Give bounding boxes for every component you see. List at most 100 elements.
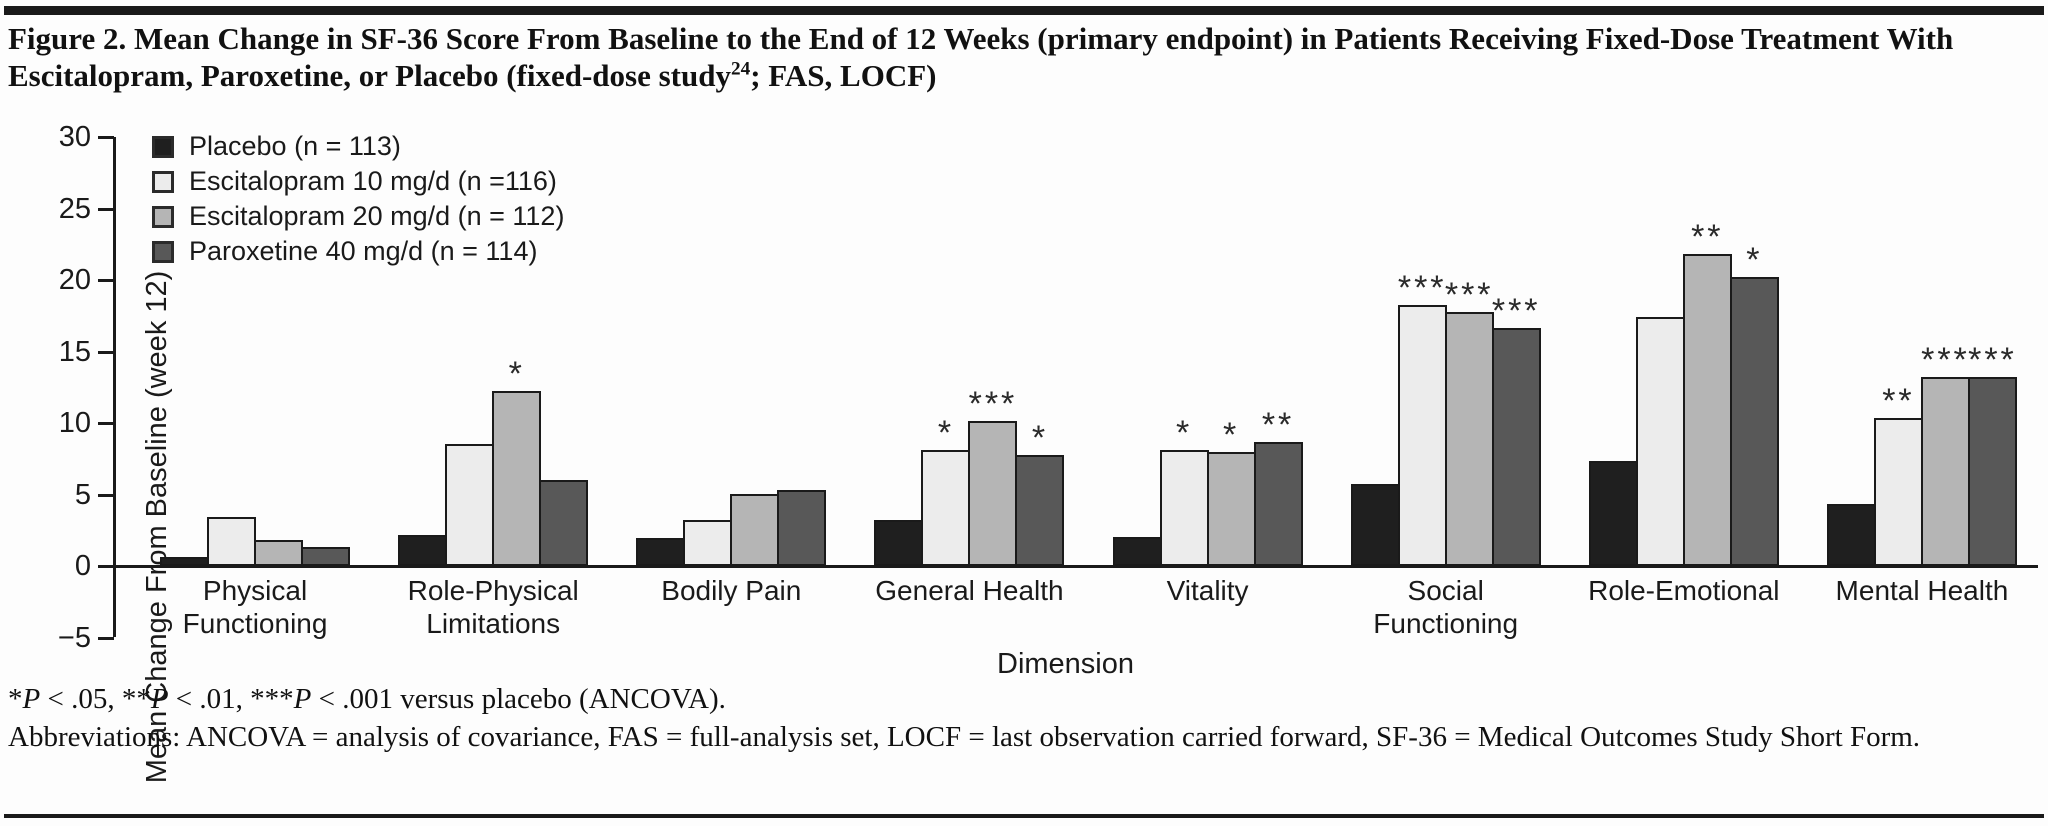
significance-marker: *** [1491,292,1541,331]
y-tick-mark [98,493,114,497]
significance-marker: *** [1444,276,1494,315]
bar: ** [1873,384,1923,566]
bar-cluster [160,516,351,566]
y-tick-mark [98,207,114,211]
chart-legend: Placebo (n = 113) Escitalopram 10 mg/d (n… [152,129,564,269]
bar [777,489,827,566]
figure-title-superscript: 24 [730,58,751,80]
category-label: Role-Physical Limitations [407,575,579,639]
legend-swatch [152,240,174,263]
y-tick-mark [98,422,114,425]
y-tick-mark [98,279,114,282]
bar-group: ** *** *** Mental Health [1803,137,2041,637]
bar [1350,483,1400,566]
bar: *** [968,387,1018,566]
category-label: Role-Emotional [1588,575,1780,606]
bar-cluster: *** *** *** [1350,271,1541,566]
bar: * [1206,418,1256,566]
figure-title-suffix: ; FAS, LOCF) [750,58,937,93]
category-label: Vitality [1166,575,1249,606]
bottom-divider-rule [4,814,2044,818]
footnote-abbreviations: Abbreviations: ANCOVA = analysis of cova… [8,721,1921,753]
bar [398,535,448,566]
category-label: Mental Health [1835,575,2009,606]
significance-marker: ** [1261,406,1295,445]
bar-group: Physical Functioning [136,137,374,639]
category-label: General Health [875,575,1064,606]
legend-label: Escitalopram 20 mg/d (n = 112) [189,201,565,231]
legend-swatch [152,135,174,158]
x-axis-title: Dimension [997,648,1134,680]
legend-label: Paroxetine 40 mg/d (n = 114) [189,236,538,266]
bar: * [1729,243,1779,566]
bar [539,479,589,566]
bar [874,519,924,566]
bar-cluster: * [398,357,589,566]
bar: *** [1397,271,1447,566]
bar: * [1015,421,1065,566]
bar-group: * * ** Vitality [1089,137,1327,637]
significance-marker: *** [1921,340,1970,379]
significance-marker: * [508,354,525,393]
bar: *** [1920,343,1970,566]
significance-marker: *** [1397,269,1447,308]
bar: ** [1253,408,1303,566]
significance-marker: * [1031,419,1049,458]
significance-marker: *** [1968,340,2017,379]
bar-chart-plot-area: Mean Change From Baseline (week 12) 30 25… [58,121,2043,783]
y-tick-mark [98,350,114,354]
top-divider-rule [4,6,2044,15]
significance-marker: * [1175,413,1193,452]
y-tick-mark [98,636,114,640]
legend-label: Placebo (n = 113) [189,131,401,161]
bar-group: ** * Role-Emotional [1565,137,1803,637]
bar [636,538,686,566]
y-tick-label: 15 [58,335,91,368]
x-axis-baseline [113,565,2038,568]
bar-cluster: * * ** [1112,408,1303,566]
y-tick-mark [98,136,114,139]
bar: ** [1682,220,1732,566]
y-tick-label: 5 [74,478,91,511]
bar [254,539,304,566]
figure-title-text: Figure 2. Mean Change in SF-36 Score Fro… [8,21,1954,93]
y-tick-label: 25 [58,192,91,225]
legend-item: Paroxetine 40 mg/d (n = 114) [152,234,564,269]
bar: *** [1967,343,2017,566]
significance-marker: ** [1882,382,1915,421]
figure-title: Figure 2. Mean Change in SF-36 Score Fro… [8,20,2042,94]
category-label: Social Functioning [1373,575,1519,639]
bar [1588,461,1638,566]
legend-swatch [152,170,174,193]
bar: * [1159,416,1209,566]
bar: * [921,416,971,566]
category-label: Physical Functioning [182,575,328,639]
bar-group: *** *** *** Social Functioning [1327,137,1565,639]
y-tick-label: 0 [74,550,91,582]
bar-group: * Role-Physical Limitations [374,137,612,639]
legend-item: Escitalopram 20 mg/d (n = 112) [152,199,564,234]
y-tick-mark [98,565,114,568]
bar [160,556,210,566]
bar-group: * *** * General Health [850,137,1088,637]
y-tick-label: 30 [58,121,91,153]
bar [683,519,733,566]
legend-item: Escitalopram 10 mg/d (n =116) [152,164,564,199]
bar [1826,503,1876,566]
legend-swatch [152,205,174,228]
bar [1112,536,1162,566]
bar [207,516,257,566]
legend-label: Escitalopram 10 mg/d (n =116) [189,166,557,196]
bar-groups: Physical Functioning * Role-Physical Limit… [136,137,2041,639]
bar-group: Bodily Pain [612,137,850,637]
footnote-significance: *P < .05, **P < .01, ***P < .001 versus … [8,683,726,715]
y-tick-label: 10 [58,407,91,439]
bar: *** [1491,294,1541,566]
significance-marker: * [1746,240,1763,279]
legend-item: Placebo (n = 113) [152,129,564,164]
bar: * [492,357,542,566]
bar-cluster [636,489,827,566]
y-tick-label: −5 [57,621,91,654]
bar-cluster: ** *** *** [1826,343,2017,566]
